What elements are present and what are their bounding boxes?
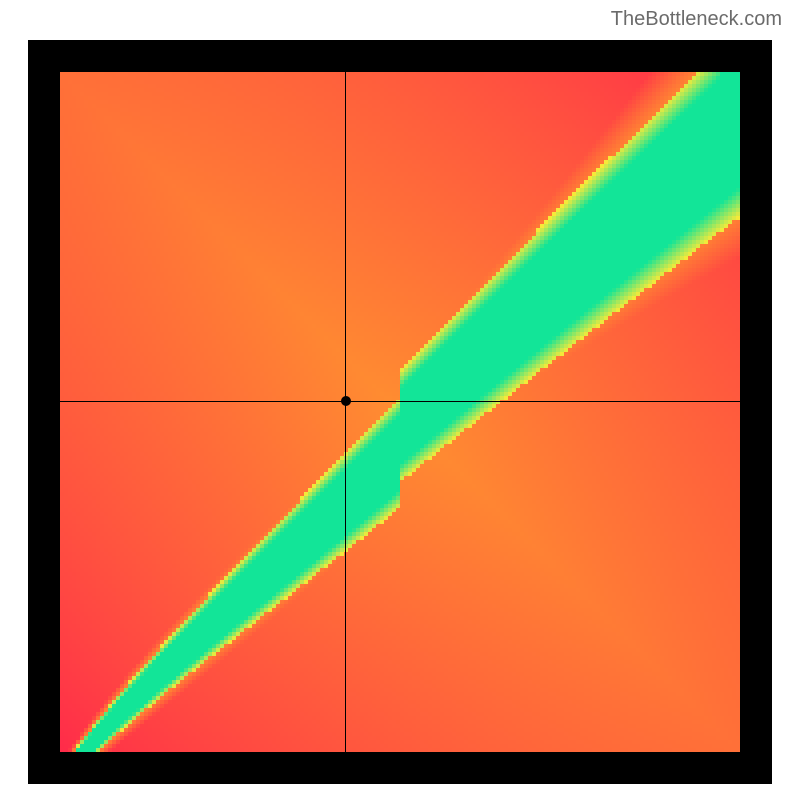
heatmap-canvas <box>60 72 740 752</box>
selection-marker <box>341 396 351 406</box>
watermark-text: TheBottleneck.com <box>611 8 782 31</box>
crosshair-vertical <box>345 72 346 752</box>
bottleneck-heatmap <box>60 72 740 752</box>
crosshair-horizontal <box>60 401 740 402</box>
